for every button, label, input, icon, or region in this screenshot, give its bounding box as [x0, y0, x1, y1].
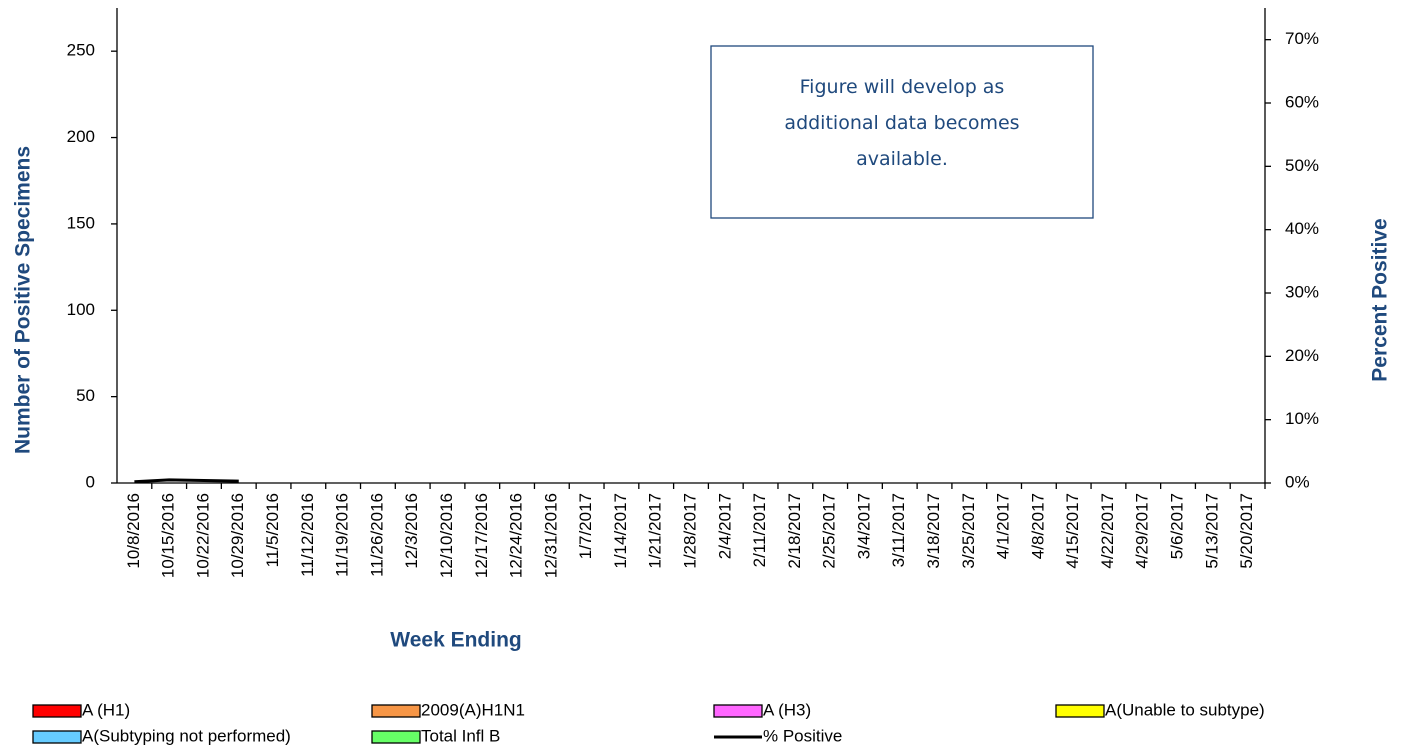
y-tick-label: 0	[86, 472, 95, 491]
line-series	[134, 478, 239, 484]
x-tick-label: 11/12/2016	[298, 493, 317, 577]
x-axis-title: Week Ending	[390, 629, 521, 652]
y-tick-label: 100	[67, 300, 95, 319]
legend-swatch	[713, 704, 763, 718]
x-tick-label: 4/15/2017	[1063, 493, 1082, 569]
y2-axis-title: Percent Positive	[1369, 218, 1392, 381]
legend-label: A (H3)	[763, 700, 811, 719]
x-tick-label: 11/5/2016	[263, 493, 282, 567]
x-tick-label: 3/25/2017	[959, 493, 978, 569]
x-tick-label: 1/7/2017	[576, 493, 595, 559]
x-tick-label: 2/18/2017	[785, 493, 804, 569]
x-tick-label: 1/14/2017	[611, 493, 630, 569]
x-tick-label: 11/19/2016	[333, 493, 352, 577]
legend-label: A (H1)	[82, 700, 130, 719]
x-tick-label: 5/20/2017	[1237, 493, 1256, 569]
annotation-box	[710, 45, 1094, 219]
legend-swatch	[1055, 704, 1105, 718]
x-tick-label: 5/13/2017	[1202, 493, 1221, 569]
x-tick-label: 11/26/2016	[367, 493, 386, 577]
x-tick-label: 12/17/2016	[472, 493, 491, 578]
y2-tick-label: 0%	[1285, 472, 1310, 491]
y-tick-label: 200	[67, 127, 95, 146]
x-tick-label: 2/25/2017	[820, 493, 839, 569]
x-tick-label: 12/31/2016	[541, 493, 560, 578]
y-tick-label: 50	[76, 386, 95, 405]
y2-tick-label: 20%	[1285, 346, 1319, 365]
legend-swatch	[371, 704, 421, 718]
y-tick-label: 250	[67, 41, 95, 60]
y-axis-title: Number of Positive Specimens	[12, 146, 35, 454]
y2-tick-label: 40%	[1285, 219, 1319, 238]
x-tick-label: 2/4/2017	[715, 493, 734, 559]
x-tick-label: 4/8/2017	[1028, 493, 1047, 559]
legend-swatch	[32, 704, 82, 718]
annotation-line: Figure will develop as	[800, 76, 1005, 98]
x-tick-label: 12/3/2016	[402, 493, 421, 569]
legend-label: A(Subtyping not performed)	[82, 726, 291, 745]
x-tick-label: 4/22/2017	[1098, 493, 1117, 569]
x-tick-label: 10/29/2016	[228, 493, 247, 578]
x-tick-label: 1/28/2017	[680, 493, 699, 569]
legend-label: % Positive	[763, 726, 842, 745]
x-tick-label: 1/21/2017	[646, 493, 665, 569]
y2-tick-label: 10%	[1285, 409, 1319, 428]
legend-swatch	[371, 730, 421, 744]
x-tick-label: 3/11/2017	[889, 493, 908, 567]
x-tick-label: 3/4/2017	[854, 493, 873, 559]
y2-tick-label: 50%	[1285, 156, 1319, 175]
legend-swatch	[32, 730, 82, 744]
y-tick-label: 150	[67, 213, 95, 232]
annotation: Figure will develop as additional data be…	[784, 76, 1019, 170]
legend-label: A(Unable to subtype)	[1105, 700, 1265, 719]
y2-tick-label: 60%	[1285, 92, 1319, 111]
x-tick-label: 10/22/2016	[193, 493, 212, 578]
annotation-line: additional data becomes	[784, 112, 1019, 134]
x-tick-label: 5/6/2017	[1168, 493, 1187, 559]
legend-label: 2009(A)H1N1	[421, 700, 525, 719]
x-tick-label: 3/18/2017	[924, 493, 943, 569]
legend-label: Total Infl B	[421, 726, 500, 745]
annotation-line: available.	[856, 148, 948, 170]
x-tick-label: 12/10/2016	[437, 493, 456, 578]
y2-tick-label: 70%	[1285, 29, 1319, 48]
x-tick-label: 2/11/2017	[750, 493, 769, 567]
x-tick-label: 10/15/2016	[159, 493, 178, 578]
x-tick-label: 12/24/2016	[507, 493, 526, 578]
x-tick-label: 10/8/2016	[124, 493, 143, 569]
y2-tick-label: 30%	[1285, 282, 1319, 301]
x-tick-label: 4/1/2017	[994, 493, 1013, 559]
x-tick-label: 4/29/2017	[1133, 493, 1152, 569]
